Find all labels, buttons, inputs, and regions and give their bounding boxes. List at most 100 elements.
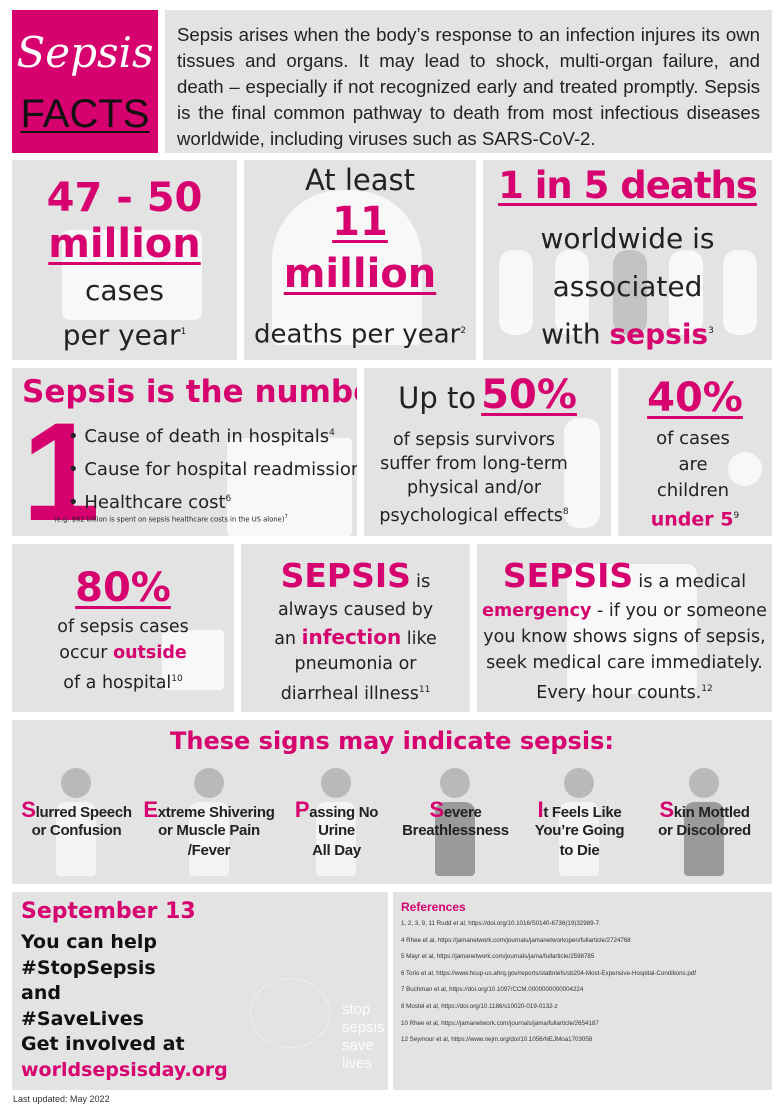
survivors-line-2: suffer from long-term [380,454,568,474]
bullet-death-hospitals: • Cause of death in hospitals4 [68,426,335,447]
person-figure-icon [435,768,475,880]
ref-6: 6 [225,494,232,504]
emergency-line-1: emergency - if you or someone [482,601,767,621]
worldwide-label: worldwide is [540,222,715,255]
person-icon [499,250,533,335]
survivors-line-1: of sepsis survivors [392,430,556,450]
exit-door-icon [162,630,224,690]
intro-text: Sepsis arises when the body’s response t… [177,24,760,149]
logo-facts-word: FACTS [20,92,150,136]
emergency-panel: SEPSIS is a medical emergency - if you o… [477,544,772,712]
hospital-icon [227,438,352,536]
outside-line-3: of a hospital10 [63,672,183,693]
references-title: References [401,900,466,914]
sign-severe-breathlessness: Severe Breathlessness [393,768,518,876]
signs-title: These signs may indicate sepsis: [170,727,614,755]
at-least-label: At least [304,163,416,197]
reference-item[interactable]: 1, 2, 3, 9, 11 Rudd et al, https://doi.o… [401,920,601,927]
children-line-1: of cases [656,428,730,449]
reference-item[interactable]: 5 Mayr et al, https://jamanetwork.com/jo… [401,953,595,961]
signs-panel: These signs may indicate sepsis: Slurred… [12,720,772,884]
person-figure-icon [684,768,724,880]
children-percent: 40% [647,375,743,421]
children-panel: 40% of cases are children under 59 [618,368,772,536]
infection-line-4: diarrheal illness11 [280,683,431,704]
children-line-3: children [656,480,730,501]
cases-label: cases [85,274,164,307]
cases-unit: million [48,221,201,267]
infection-sepsis-title: SEPSIS [280,556,411,595]
survivors-panel: Up to 50% of sepsis survivors suffer fro… [364,368,611,536]
bullet-readmissions: • Cause for hospital readmissions5 [68,459,357,480]
infection-panel: SEPSIS is always caused by an infection … [241,544,470,712]
outside-line-2: occur outside [59,643,187,663]
ref-12: 12 [701,684,713,694]
infection-line-3: pneumonia or [294,654,417,674]
survivors-line-3: physical and/or [406,478,542,498]
reference-item[interactable]: 12 Seymour et al, https://www.nejm.org/d… [401,1036,593,1044]
sign-skin-mottled: Skin Mottled or Discolored [642,768,767,876]
person-icon [669,250,703,335]
help-message: You can help #StopSepsis and #SaveLives … [21,930,228,1084]
sign-feels-like-dying: It Feels Like You’re Going to Die [517,768,642,876]
outside-hospital-panel: 80% of sepsis cases occur outside of a h… [12,544,234,712]
intro-panel: Sepsis arises when the body’s response t… [165,10,772,153]
ref-8: 8 [562,507,569,517]
ref-2: 2 [460,326,467,336]
event-date: September 13 [21,899,196,924]
number-one-panel: Sepsis is the number 1 • Cause of death … [12,368,357,536]
reference-item[interactable]: 6 Torio et al, https://www.hcup-us.ahrq.… [401,969,696,977]
survivors-line-4: psychological effects8 [379,505,569,526]
emergency-sepsis-title: SEPSIS [502,556,634,595]
clock-icon [567,564,697,694]
ball-icon [728,452,762,486]
last-updated: Last updated: May 2022 [13,1094,110,1104]
person-figure-icon [189,768,229,880]
emergency-line-2: you know shows signs of sepsis, [483,627,766,647]
survivors-percent: 50% [481,372,577,418]
infection-line-1: always caused by [277,600,434,620]
sign-passing-no-urine: Passing No Urine All Day [274,768,399,876]
number-one-digit: 1 [22,393,100,536]
deaths-per-year-panel: At least 11 million deaths per year2 [244,160,476,360]
stop-sepsis-watermark: stop sepsis save lives [250,972,385,1082]
tombstone-icon [272,190,422,345]
up-to-label: Up to [398,381,477,415]
reference-item[interactable]: 10 Rhee et al, https://jamanetwork.com/j… [401,1019,599,1027]
world-sepsis-day-link[interactable]: worldsepsisday.org [21,1058,228,1081]
one-in-five-panel: 1 in 5 deaths worldwide is associated wi… [483,160,772,360]
hashtag-save-lives: #SaveLives [21,1007,144,1030]
sign-slurred-speech: Slurred Speech or Confusion [14,768,139,876]
ref-3: 3 [708,326,714,336]
number-one-title: Sepsis is the number [22,374,357,410]
crutches-person-icon [564,418,600,528]
bullet-healthcare-cost: • Healthcare cost6 [68,492,232,513]
associated-label: associated [552,270,703,303]
splash-icon [250,978,330,1048]
person-figure-icon [559,768,599,880]
cost-note: (e.g. $62 billion is spent on sepsis hea… [54,514,288,524]
get-involved-panel: stop sepsis save lives September 13 You … [12,892,388,1090]
infection-line-2: an infection like [274,625,437,649]
cases-per-year-panel: 47 - 50 million cases per year1 [12,160,237,360]
ref-11: 11 [418,685,431,695]
children-line-4: under 59 [650,508,740,531]
logo-sepsis-word: Sepsis [16,28,154,77]
one-in-five-headline: 1 in 5 deaths [498,164,758,207]
cases-number: 47 - 50 [46,175,203,221]
reference-item[interactable]: 7 Buchman et al, https://doi.org/10.1097… [401,986,584,994]
deaths-label: deaths per year2 [253,319,467,350]
person-figure-icon [316,768,356,880]
emergency-line-4: Every hour counts.12 [536,682,713,703]
per-year-label: per year1 [62,318,187,352]
sign-extreme-shivering: Extreme Shivering or Muscle Pain /Fever [139,768,279,876]
bed-icon [62,230,202,320]
with-sepsis-label: with sepsis3 [541,317,714,351]
person-figure-icon [56,768,96,880]
person-icon [555,250,589,335]
ref-4: 4 [329,428,335,438]
reference-item[interactable]: 4 Rhee et al, https://jamanetwork.com/jo… [401,936,631,944]
person-icon-highlighted [613,250,647,335]
ref-9: 9 [733,511,740,521]
reference-item[interactable]: 8 Mostel et al, https://doi.org/10.1186/… [401,1002,558,1010]
